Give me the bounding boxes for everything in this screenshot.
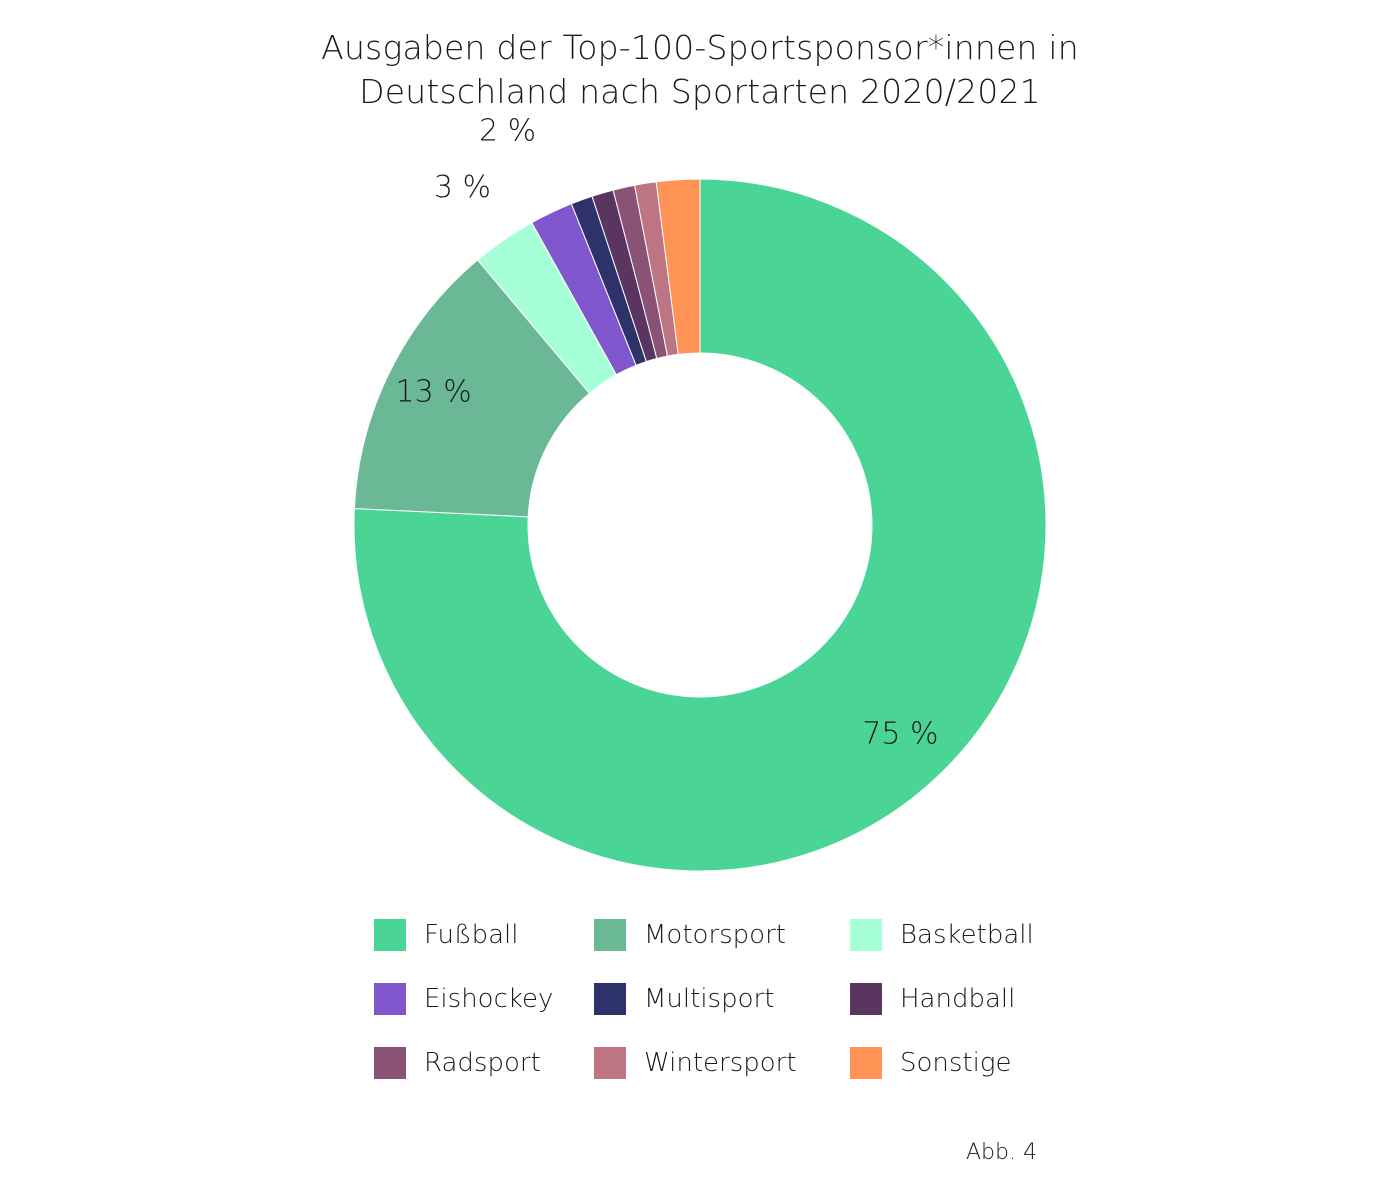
legend-swatch-wintersport	[594, 1047, 626, 1079]
figure-label: Abb. 4	[966, 1140, 1037, 1165]
data-label-motorsport: 13 %	[396, 374, 472, 409]
legend-swatch-fussball	[374, 919, 406, 951]
data-label-basketball: 3 %	[434, 170, 491, 205]
legend-swatch-radsport	[374, 1047, 406, 1079]
slice-motorsport	[353, 259, 591, 518]
legend-swatch-sonstige	[850, 1047, 882, 1079]
data-label-eishockey: 2 %	[479, 114, 536, 149]
legend-label-basketball: Basketball	[900, 920, 1034, 950]
legend-label-handball: Handball	[900, 984, 1016, 1014]
legend-item-sonstige: Sonstige	[850, 1046, 1011, 1080]
legend-label-motorsport: Motorsport	[644, 920, 786, 950]
legend-swatch-motorsport	[594, 919, 626, 951]
slice-sonstige	[655, 178, 701, 355]
legend-label-radsport: Radsport	[424, 1048, 541, 1078]
legend-item-multisport: Multisport	[594, 982, 774, 1016]
legend-swatch-basketball	[850, 919, 882, 951]
slice-fussball	[353, 178, 1047, 872]
legend-item-radsport: Radsport	[374, 1046, 541, 1080]
legend-label-sonstige: Sonstige	[900, 1048, 1012, 1078]
legend-label-fussball: Fußball	[424, 920, 519, 950]
legend-item-basketball: Basketball	[850, 918, 1034, 952]
legend-item-handball: Handball	[850, 982, 1015, 1016]
legend-label-eishockey: Eishockey	[424, 984, 554, 1014]
legend-swatch-multisport	[594, 983, 626, 1015]
legend-item-wintersport: Wintersport	[594, 1046, 797, 1080]
legend-label-multisport: Multisport	[644, 984, 775, 1014]
chart-title-line-1: Ausgaben der Top-100-Sportsponsor*innen …	[321, 28, 1079, 67]
chart-title-line-2: Deutschland nach Sportarten 2020/2021	[359, 72, 1041, 111]
legend-swatch-handball	[850, 983, 882, 1015]
legend-label-wintersport: Wintersport	[644, 1048, 797, 1078]
legend-item-motorsport: Motorsport	[594, 918, 786, 952]
data-label-fussball: 75 %	[862, 717, 938, 752]
donut-chart: 75 % 13 % 3 % 2 %	[353, 114, 1047, 872]
legend-item-eishockey: Eishockey	[374, 982, 553, 1016]
legend-item-fussball: Fußball	[374, 918, 518, 952]
legend-swatch-eishockey	[374, 983, 406, 1015]
chart-title: Ausgaben der Top-100-Sportsponsor*innen …	[0, 26, 1400, 114]
